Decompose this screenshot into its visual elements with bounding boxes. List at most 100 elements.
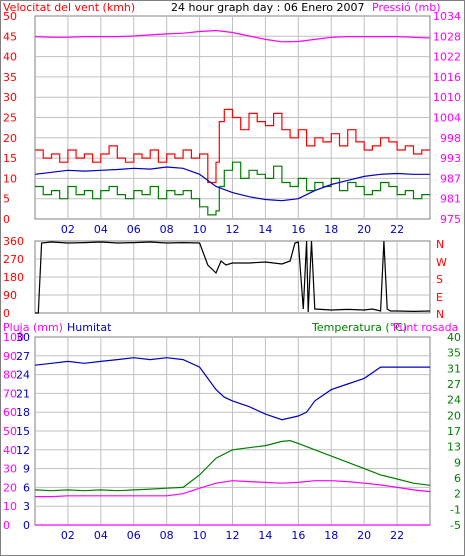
dewpoint-series	[35, 480, 431, 498]
y-tick-label: 40	[3, 51, 17, 64]
y-tick-label: 35	[447, 347, 461, 360]
pressure-header: Pressió (mb)	[372, 1, 441, 14]
direction-letter: E	[436, 291, 443, 304]
wind-direction-panel: 0 90 180 270 360	[3, 235, 431, 320]
y-tick-label: 70	[3, 387, 17, 400]
x-tick-label: 12	[226, 223, 240, 236]
wind-pressure-panel: 0510152025303540455097598198799399810041…	[3, 10, 461, 236]
y-tick-label: 975	[440, 213, 461, 226]
y-tick-label: 1004	[433, 112, 461, 125]
y-tick-label: 24	[16, 369, 30, 382]
x-tick-label: 02	[61, 529, 75, 542]
wind-speed-header: Velocitat del vent (kmh)	[3, 1, 135, 14]
direction-letter: N	[436, 308, 444, 321]
y-tick-label: 27	[16, 350, 30, 363]
rain-header: Pluja (mm)	[3, 321, 63, 334]
y-tick-label: 20	[3, 481, 17, 494]
y-tick-label: 0	[3, 213, 10, 226]
x-tick-label: 06	[127, 223, 141, 236]
y-tick-label: 1010	[433, 91, 461, 104]
x-tick-label: 10	[193, 223, 207, 236]
y-tick-label: 6	[454, 472, 461, 485]
x-tick-label: 04	[94, 529, 108, 542]
x-tick-label: 04	[94, 223, 108, 236]
x-tick-label: 14	[258, 223, 272, 236]
temperature-header: Temperatura (°C)	[311, 321, 407, 334]
x-tick-label: 20	[357, 529, 371, 542]
y-tick-label: 80	[3, 369, 17, 382]
y-tick-label: 993	[440, 152, 461, 165]
y-tick-label: 15	[3, 152, 17, 165]
y-tick-label: 10	[3, 500, 17, 513]
pressure-series	[34, 29, 431, 43]
y-tick-label: 60	[3, 406, 17, 419]
y-tick-label: 2	[454, 488, 461, 501]
y-tick-label: 31	[447, 362, 461, 375]
temperature-series	[34, 439, 431, 492]
graph-title: 24 hour graph day : 06 Enero 2007	[171, 1, 365, 14]
y-tick-label: 20	[3, 132, 17, 145]
y-tick-label: 3	[23, 500, 30, 513]
y-tick-label: 0	[3, 307, 10, 320]
y-tick-label: 12	[16, 444, 30, 457]
temperature-humidity-panel: 0102030405060708090100036912151821242730…	[3, 331, 461, 542]
x-tick-label: 16	[291, 223, 305, 236]
x-tick-label: 10	[193, 529, 207, 542]
y-tick-label: 6	[23, 481, 30, 494]
humidity-header: Humitat	[67, 321, 112, 334]
humidity-series	[34, 357, 430, 421]
y-tick-label: 35	[3, 71, 17, 84]
y-tick-label: 40	[447, 331, 461, 344]
y-tick-label: 1016	[433, 71, 461, 84]
direction-letter: S	[436, 273, 443, 286]
x-tick-label: 06	[127, 529, 141, 542]
y-tick-label: 1022	[433, 51, 461, 64]
y-tick-label: 987	[440, 172, 461, 185]
dewpoint-header: Punt rosada	[393, 321, 458, 334]
x-tick-label: 14	[258, 529, 272, 542]
y-tick-label: 1034	[433, 10, 461, 23]
x-tick-label: 02	[61, 223, 75, 236]
y-tick-label: 5	[3, 193, 10, 206]
y-tick-label: 40	[3, 444, 17, 457]
y-tick-label: 45	[3, 30, 17, 43]
x-tick-label: 12	[226, 529, 240, 542]
y-tick-label: -5	[450, 519, 461, 532]
humidity-series	[34, 166, 430, 202]
y-tick-label: 981	[440, 193, 461, 206]
direction-letter: W	[436, 256, 447, 269]
y-tick-label: 0	[3, 519, 10, 532]
x-tick-label: 18	[324, 223, 338, 236]
y-tick-label: 270	[3, 253, 24, 266]
y-tick-label: 15	[16, 425, 30, 438]
gust-series	[35, 108, 430, 184]
y-tick-label: 9	[454, 456, 461, 469]
y-tick-label: 17	[447, 425, 461, 438]
y-tick-label: 360	[3, 235, 24, 248]
y-tick-label: 30	[3, 463, 17, 476]
y-tick-label: 30	[3, 91, 17, 104]
y-tick-label: 24	[447, 394, 461, 407]
direction-letters: N W S E N	[436, 238, 447, 321]
y-tick-label: 90	[3, 289, 17, 302]
y-tick-label: 50	[3, 10, 17, 23]
y-tick-label: 50	[3, 425, 17, 438]
direction-series	[35, 240, 431, 314]
y-tick-label: -1	[450, 503, 461, 516]
y-tick-label: 13	[447, 441, 461, 454]
y-tick-label: 1028	[433, 30, 461, 43]
y-tick-label: 10	[3, 172, 17, 185]
y-tick-label: 998	[440, 132, 461, 145]
x-tick-label: 20	[357, 223, 371, 236]
y-tick-label: 20	[447, 409, 461, 422]
y-tick-label: 18	[16, 406, 30, 419]
x-tick-label: 22	[390, 529, 404, 542]
x-tick-label: 08	[160, 529, 174, 542]
y-tick-label: 25	[3, 112, 17, 125]
y-tick-label: 90	[3, 350, 17, 363]
y-tick-label: 21	[16, 387, 30, 400]
y-tick-label: 9	[23, 463, 30, 476]
y-tick-label: 100	[3, 331, 24, 344]
direction-letter: N	[436, 238, 444, 251]
